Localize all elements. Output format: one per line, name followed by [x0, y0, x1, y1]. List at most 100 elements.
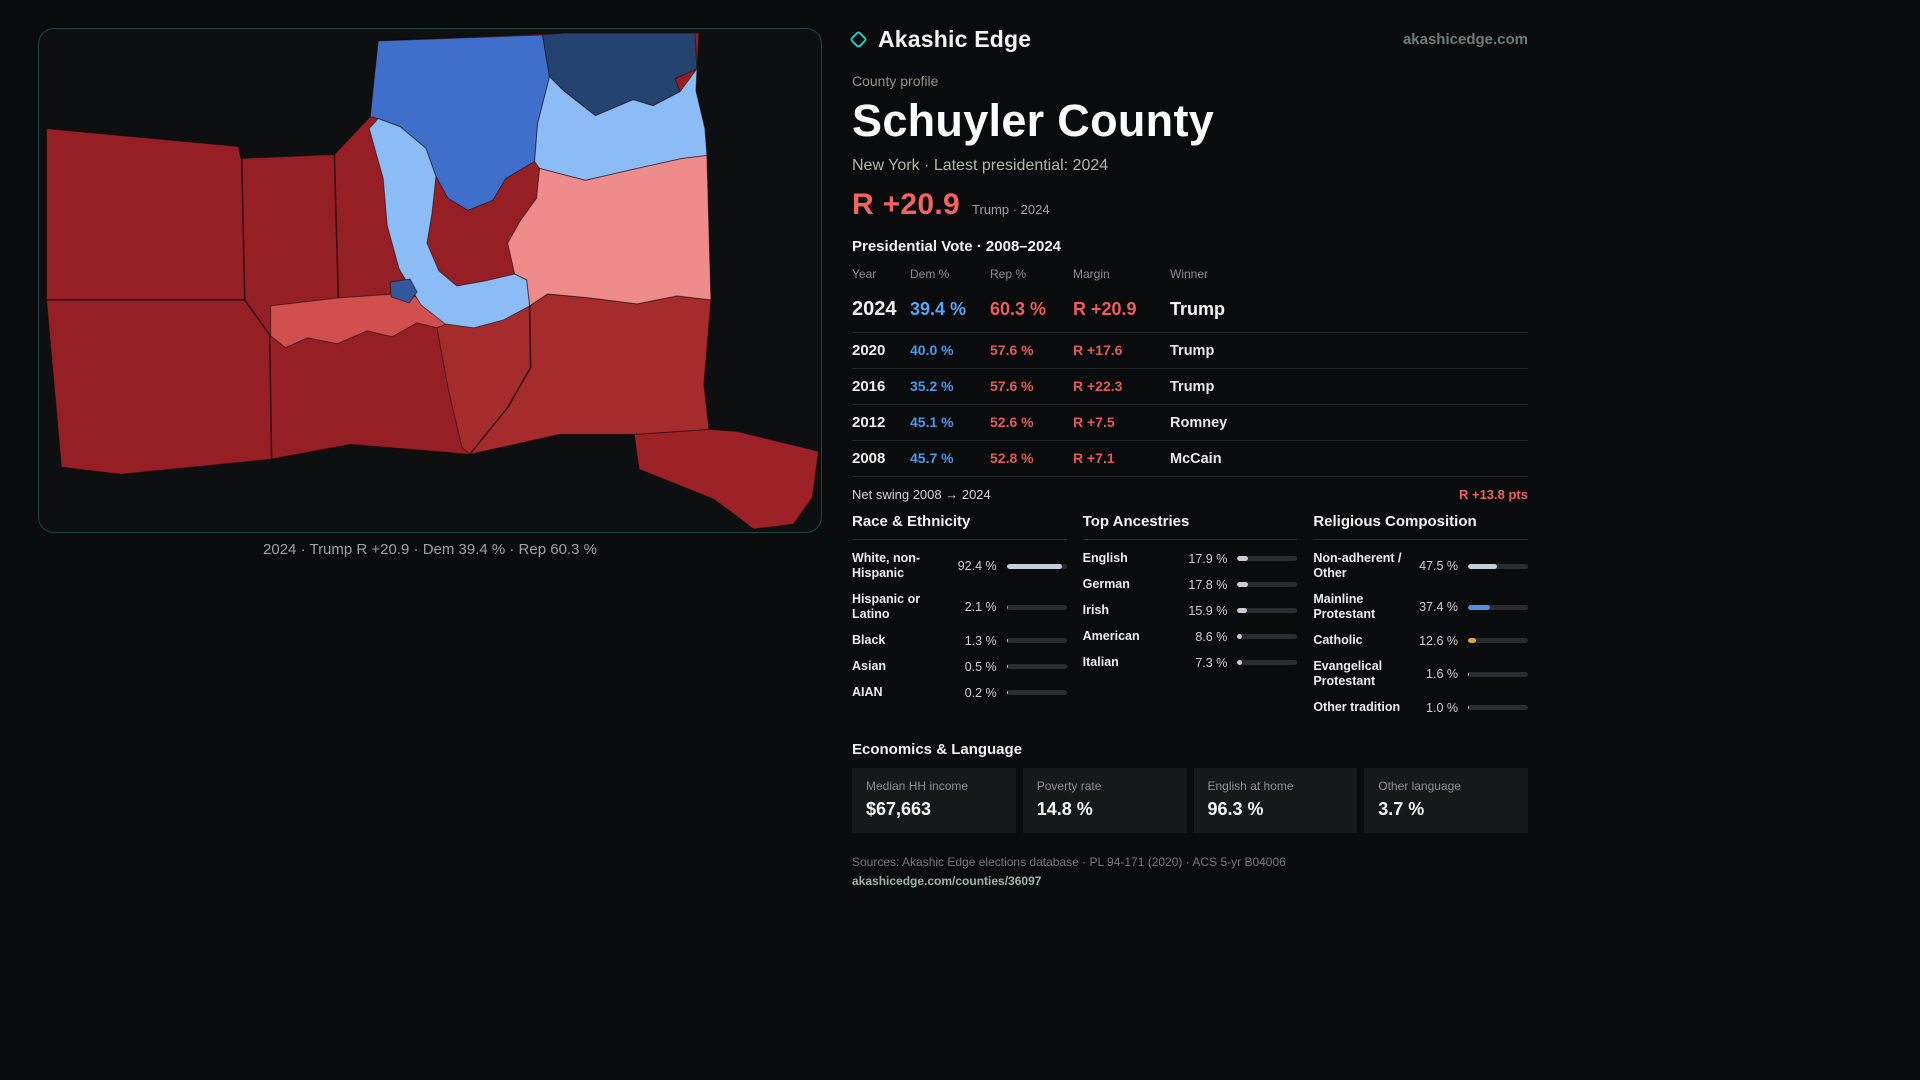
demo-bar-fill	[1237, 582, 1248, 587]
precinct-boundary-line	[333, 154, 340, 298]
vote-column-header: Year	[852, 267, 877, 281]
demo-bar	[1006, 563, 1067, 569]
vote-dem-pct: 45.1 %	[910, 414, 954, 430]
county-permalink[interactable]: akashicedge.com/counties/36097	[852, 874, 1042, 888]
stat-value: 3.7 %	[1378, 799, 1425, 819]
demo-bar	[1237, 582, 1298, 587]
vote-rep-pct: 60.3 %	[990, 299, 1047, 319]
vote-row-2012: 2012 45.1 % 52.6 % R +7.5 Romney	[852, 405, 1528, 441]
stat-box: Other language 3.7 %	[1364, 768, 1528, 833]
vote-year: 2024	[852, 298, 897, 320]
vote-winner: Trump	[1170, 379, 1215, 395]
demo-label: AIAN	[852, 685, 883, 699]
demo-value: 17.8 %	[1188, 577, 1228, 592]
demo-value: 0.5 %	[964, 659, 997, 674]
vote-margin: R +17.6	[1073, 342, 1123, 358]
vote-year: 2008	[852, 450, 886, 467]
vote-row-2008: 2008 45.7 % 52.8 % R +7.1 McCain	[852, 441, 1528, 477]
demo-row: AIAN 0.2 %	[852, 685, 1067, 700]
stat-value: 96.3 %	[1207, 799, 1264, 819]
vote-dem-pct: 39.4 %	[910, 299, 967, 319]
demo-row: Evangelical Protestant 1.6 %	[1313, 659, 1528, 689]
demo-bar-fill	[1006, 563, 1063, 569]
vote-column-header: Margin	[1073, 267, 1110, 281]
economics-stats: Median HH income $67,663 Poverty rate 14.8 …	[852, 768, 1528, 833]
demo-label: American	[1082, 629, 1140, 643]
map-region-east-pink[interactable]	[507, 154, 712, 307]
precinct-boundary-line	[469, 305, 532, 455]
demo-label: Evangelical Protestant	[1313, 659, 1383, 688]
stat-value: 14.8 %	[1036, 799, 1093, 819]
demo-value: 47.5 %	[1419, 559, 1458, 573]
vote-winner: McCain	[1170, 451, 1222, 467]
demo-bar-fill	[1468, 671, 1469, 677]
demographics-section: Race & Ethnicity White, non-Hispanic 92.4 …	[852, 513, 1528, 726]
demo-section-top-ancestries: Top Ancestries English 17.9 % German 17.8 % I…	[1082, 513, 1298, 726]
presidential-vote-table: Year Dem % Rep % Margin Winner 2024 39.4 % 60.3…	[852, 255, 1528, 477]
margin-note: Trump · 2024	[972, 202, 1050, 217]
demo-value: 37.4 %	[1419, 600, 1458, 614]
demo-section-title: Religious Composition	[1313, 513, 1528, 540]
demo-bar-fill	[1006, 604, 1008, 610]
demo-bar	[1468, 705, 1528, 710]
demo-label: Other tradition	[1313, 700, 1401, 714]
demo-label: German	[1082, 577, 1130, 591]
demo-row: White, non-Hispanic 92.4 %	[852, 551, 1067, 581]
net-swing-row: Net swing 2008 → 2024 R +13.8 pts	[852, 477, 1528, 511]
demo-row: Asian 0.5 %	[852, 659, 1067, 674]
map-caption: 2024 · Trump R +20.9 · Dem 39.4 % · Rep …	[263, 541, 597, 558]
demo-bar	[1006, 638, 1067, 643]
demo-bar	[1468, 638, 1528, 643]
precinct-map[interactable]	[39, 29, 821, 532]
brand-domain-link[interactable]: akashicedge.com	[1402, 31, 1528, 48]
stat-box: English at home 96.3 %	[1193, 768, 1358, 833]
vote-rep-pct: 52.6 %	[990, 414, 1034, 430]
vote-column-header: Winner	[1170, 267, 1209, 281]
demo-row: Catholic 12.6 %	[1313, 633, 1528, 648]
demo-row: Other tradition 1.0 %	[1313, 700, 1528, 715]
demo-section-race-ethnicity: Race & Ethnicity White, non-Hispanic 92.4 …	[852, 513, 1067, 726]
demo-bar	[1237, 660, 1298, 665]
brand-name: Akashic Edge	[878, 26, 1032, 52]
demo-row: English 17.9 %	[1083, 551, 1298, 566]
demo-bar	[1006, 690, 1067, 695]
vote-winner: Romney	[1170, 415, 1228, 431]
net-swing-value: R +13.8 pts	[1458, 487, 1528, 502]
demo-value: 7.3 %	[1195, 655, 1228, 670]
demo-row: Black 1.3 %	[852, 633, 1067, 648]
map-region-east-lightblue[interactable]	[534, 67, 708, 181]
demo-label: English	[1082, 551, 1128, 565]
brand-header: Akashic Edge akashicedge.com	[849, 26, 1528, 53]
demo-label: Hispanic or Latino	[852, 592, 921, 621]
vote-table-header: Year Dem % Rep % Margin Winner	[852, 255, 1528, 288]
map-region-lake-south-navy[interactable]	[389, 278, 418, 304]
demo-value: 2.1 %	[964, 600, 997, 614]
demo-value: 1.0 %	[1426, 700, 1458, 715]
stat-label: Other language	[1378, 779, 1461, 793]
demo-bar	[1006, 664, 1067, 669]
demo-value: 1.6 %	[1426, 667, 1458, 681]
demo-bar	[1468, 671, 1528, 677]
vote-year: 2020	[852, 342, 886, 359]
vote-dem-pct: 45.7 %	[910, 450, 954, 466]
margin-headline: R +20.9 Trump · 2024	[852, 188, 1528, 222]
vote-winner: Trump	[1170, 343, 1215, 359]
demo-label: Catholic	[1313, 633, 1363, 647]
demo-bar	[1468, 604, 1528, 610]
map-region-lake-lightblue[interactable]	[368, 118, 531, 329]
stat-box: Median HH income $67,663	[852, 768, 1016, 833]
vote-winner: Trump	[1170, 299, 1226, 319]
brand-diamond-icon	[849, 30, 868, 49]
footer: Sources: Akashic Edge elections database…	[852, 855, 1528, 888]
vote-margin: R +7.5	[1073, 414, 1115, 430]
stat-label: Median HH income	[866, 779, 969, 793]
demo-label: Italian	[1082, 655, 1119, 669]
map-region-southeast-tab[interactable]	[633, 428, 820, 530]
demo-value: 15.9 %	[1188, 603, 1228, 618]
demo-label: Irish	[1082, 603, 1110, 617]
net-swing-label: Net swing 2008 → 2024	[852, 487, 991, 502]
stat-label: English at home	[1207, 779, 1294, 793]
demo-row: Hispanic or Latino 2.1 %	[852, 592, 1067, 622]
demo-section-title: Race & Ethnicity	[852, 513, 1067, 540]
demo-bar-fill	[1468, 604, 1491, 610]
